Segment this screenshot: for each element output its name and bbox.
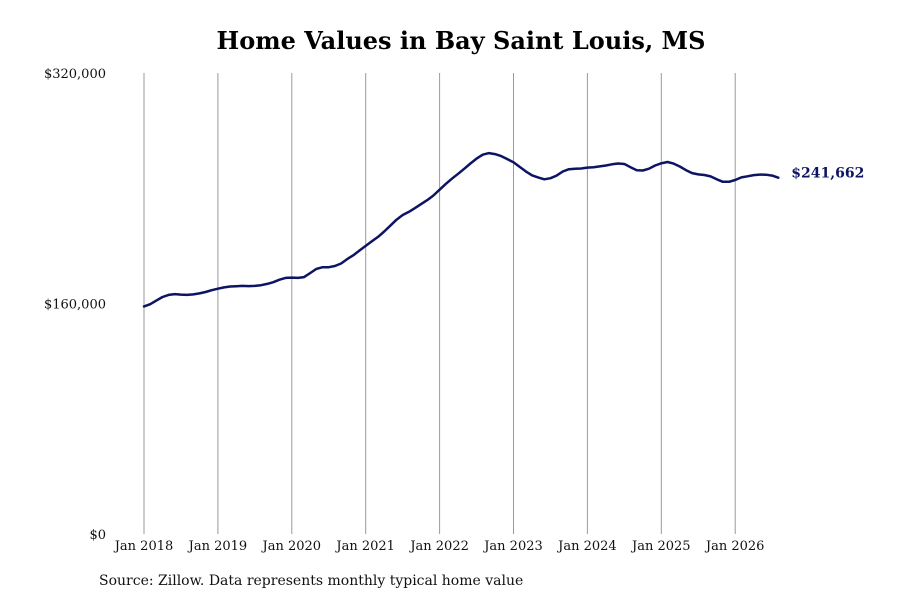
x-tick-label: Jan 2026	[704, 539, 765, 554]
x-tick-label: Jan 2023	[482, 539, 543, 554]
x-tick-label: Jan 2020	[261, 539, 322, 554]
x-tick-label: Jan 2024	[556, 539, 617, 554]
y-axis-ticks: $0 $160,000 $320,000	[44, 67, 106, 543]
y-tick-label: $0	[89, 528, 106, 543]
x-tick-label: Jan 2021	[334, 539, 395, 554]
y-tick-label: $160,000	[44, 298, 106, 313]
source-note: Source: Zillow. Data represents monthly …	[99, 573, 524, 589]
x-tick-label: Jan 2022	[408, 539, 469, 554]
vertical-gridlines	[143, 73, 736, 534]
x-tick-label: Jan 2019	[187, 539, 248, 554]
home-value-line	[142, 151, 780, 308]
x-axis-ticks: Jan 2018 Jan 2019 Jan 2020 Jan 2021 Jan 2022…	[113, 539, 765, 554]
latest-value-label: $241,662	[791, 166, 864, 182]
x-tick-label: Jan 2025	[630, 539, 691, 554]
y-tick-label: $320,000	[44, 67, 106, 82]
x-tick-label: Jan 2018	[113, 539, 174, 554]
chart-title: Home Values in Bay Saint Louis, MS	[216, 26, 706, 55]
